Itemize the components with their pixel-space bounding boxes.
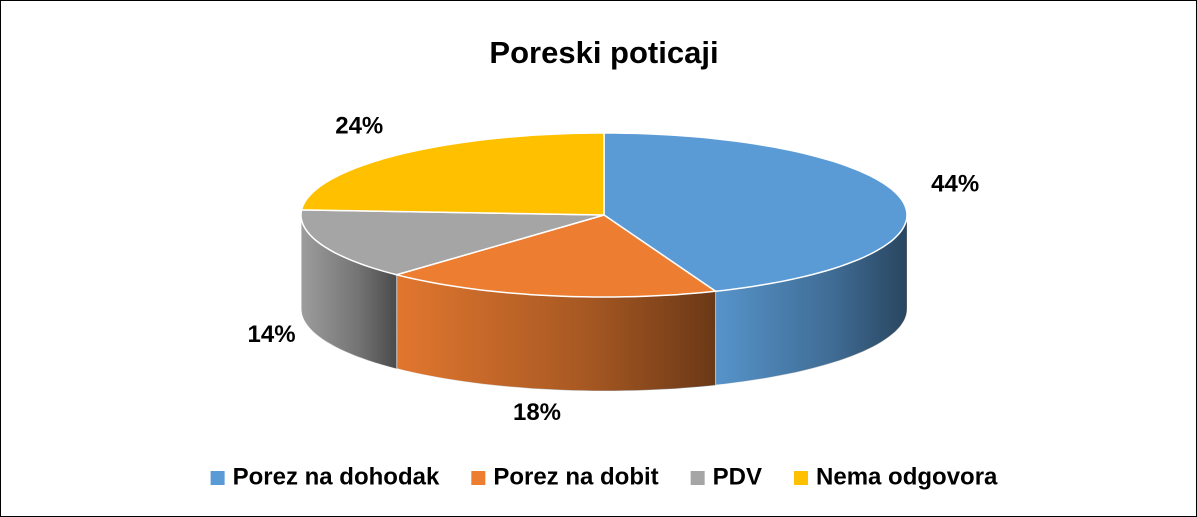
legend-swatch bbox=[690, 471, 705, 485]
chart-title: Poreski poticaji bbox=[489, 35, 718, 70]
data-label: 24% bbox=[335, 113, 383, 140]
legend-swatch bbox=[471, 471, 486, 485]
pie-slice bbox=[603, 132, 908, 292]
data-label: 18% bbox=[513, 399, 561, 426]
pie-slice bbox=[300, 209, 605, 276]
legend-label: Porez na dobit bbox=[493, 463, 658, 490]
legend-swatch bbox=[794, 471, 809, 485]
legend-swatch bbox=[210, 471, 225, 485]
legend-label: Porez na dohodak bbox=[233, 463, 440, 490]
legend-label: PDV bbox=[713, 463, 762, 490]
pie-slice bbox=[300, 132, 605, 216]
pie-side-shade bbox=[396, 274, 716, 391]
pie-slice bbox=[393, 214, 718, 298]
legend-label: Nema odgovora bbox=[816, 463, 998, 490]
pie-side-shade bbox=[301, 215, 397, 369]
pie-side-shade bbox=[715, 215, 907, 386]
data-label: 44% bbox=[931, 170, 979, 197]
data-label: 14% bbox=[248, 321, 296, 348]
